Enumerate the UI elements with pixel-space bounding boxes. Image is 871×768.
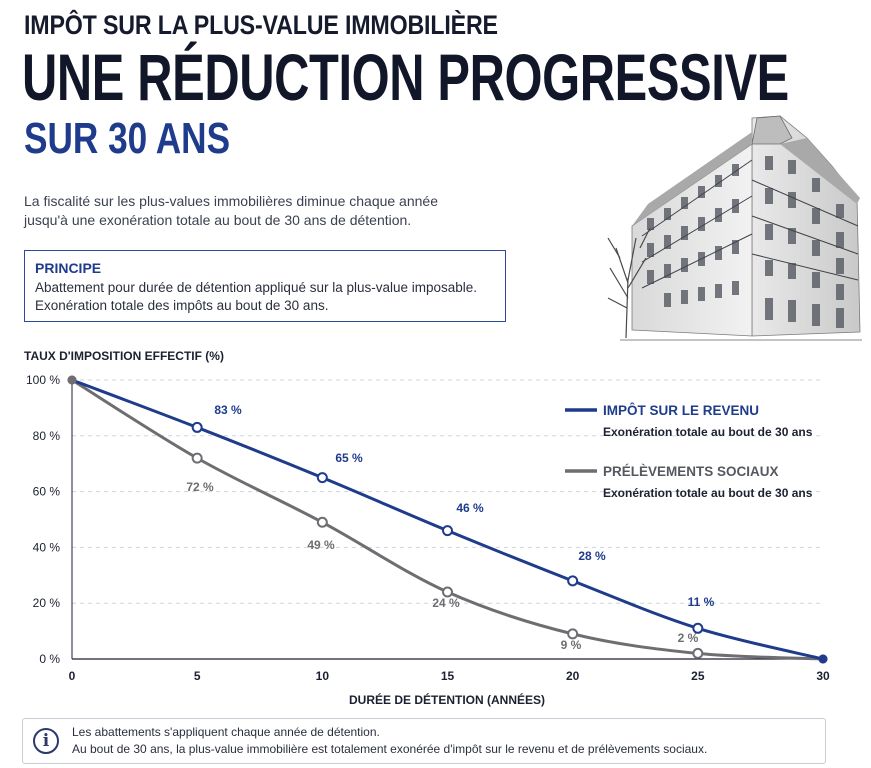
x-tick-label: 20 bbox=[566, 669, 580, 683]
principle-line-2: Exonération totale des impôts au bout de… bbox=[35, 298, 329, 313]
data-label-impot: 83 % bbox=[214, 403, 242, 417]
y-tick-label: 40 % bbox=[33, 540, 61, 554]
x-tick-label: 15 bbox=[441, 669, 455, 683]
data-label-prelevements: 24 % bbox=[432, 596, 460, 610]
data-point bbox=[692, 647, 704, 659]
legend-label: IMPÔT SUR LE REVENU bbox=[603, 403, 759, 418]
data-point bbox=[316, 516, 328, 528]
intro-line-1: La fiscalité sur les plus-values immobil… bbox=[24, 193, 438, 209]
x-tick-label: 10 bbox=[316, 669, 330, 683]
note-text: Les abattements s'appliquent chaque anné… bbox=[72, 724, 707, 758]
x-tick-label: 5 bbox=[194, 669, 201, 683]
y-tick-label: 0 % bbox=[39, 652, 60, 666]
legend-label: PRÉLÈVEMENTS SOCIAUX bbox=[603, 464, 779, 479]
data-point bbox=[442, 586, 453, 598]
headline-title: UNE RÉDUCTION PROGRESSIVE bbox=[22, 40, 789, 114]
x-axis-title: DURÉE DE DÉTENTION (ANNÉES) bbox=[349, 692, 545, 707]
note-line-1: Les abattements s'appliquent chaque anné… bbox=[72, 725, 380, 739]
data-point bbox=[567, 575, 579, 587]
data-point bbox=[191, 452, 203, 464]
note-line-2: Au bout de 30 ans, la plus-value immobil… bbox=[72, 742, 708, 756]
data-point bbox=[67, 375, 77, 385]
y-tick-label: 20 % bbox=[33, 596, 61, 610]
data-label-impot: 65 % bbox=[335, 451, 363, 465]
data-label-impot: 11 % bbox=[688, 595, 715, 609]
y-tick-label: 60 % bbox=[33, 485, 61, 499]
series-line-prelevements bbox=[71, 378, 824, 661]
info-note: i Les abattements s'appliquent chaque an… bbox=[22, 718, 826, 764]
info-icon: i bbox=[33, 728, 59, 754]
intro-line-2: jusqu'à une exonération totale au bout d… bbox=[24, 212, 412, 228]
x-tick-label: 30 bbox=[816, 669, 830, 683]
data-point bbox=[567, 628, 579, 640]
data-label-prelevements: 2 % bbox=[678, 631, 699, 645]
data-label-prelevements: 49 % bbox=[307, 538, 335, 552]
data-label-prelevements: 72 % bbox=[186, 480, 214, 494]
y-tick-label: 80 % bbox=[33, 429, 61, 443]
data-point bbox=[316, 472, 328, 484]
series-line-impot bbox=[71, 378, 824, 661]
legend-subtitle: Exonération totale au bout de 30 ans bbox=[603, 486, 813, 500]
data-point bbox=[191, 421, 203, 433]
data-point bbox=[442, 525, 453, 537]
x-tick-label: 0 bbox=[69, 669, 76, 683]
overline-title: IMPÔT SUR LA PLUS-VALUE IMMOBILIÈRE bbox=[24, 10, 498, 40]
y-tick-label: 100 % bbox=[26, 373, 60, 387]
parisian-building-illustration bbox=[607, 115, 862, 341]
data-label-impot: 28 % bbox=[578, 549, 606, 563]
data-label-impot: 46 % bbox=[456, 501, 484, 515]
data-point bbox=[67, 375, 77, 385]
data-label-prelevements: 9 % bbox=[561, 638, 582, 652]
data-point bbox=[692, 622, 704, 634]
data-point bbox=[818, 654, 828, 664]
subheadline-title: SUR 30 ANS bbox=[24, 114, 231, 163]
data-point bbox=[818, 654, 828, 664]
principle-title: PRINCIPE bbox=[35, 260, 102, 276]
legend-subtitle: Exonération totale au bout de 30 ans bbox=[603, 425, 813, 439]
y-axis-title: TAUX D'IMPOSITION EFFECTIF (%) bbox=[24, 349, 224, 363]
principle-box: PRINCIPE Abattement pour durée de détent… bbox=[24, 250, 506, 322]
intro-text: La fiscalité sur les plus-values immobil… bbox=[24, 192, 484, 230]
principle-line-1: Abattement pour durée de détention appli… bbox=[35, 280, 478, 295]
x-tick-label: 25 bbox=[691, 669, 705, 683]
